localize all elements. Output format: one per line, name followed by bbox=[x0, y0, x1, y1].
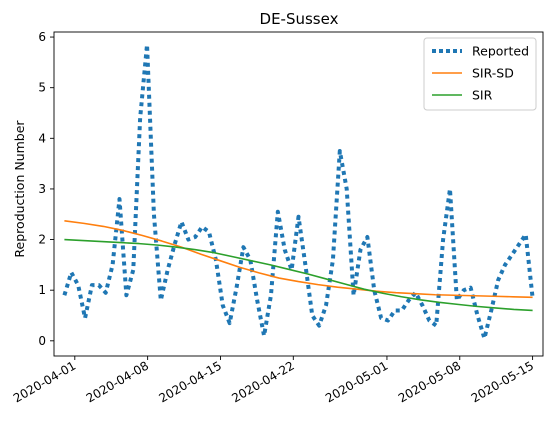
series-line-reported bbox=[62, 42, 535, 341]
x-tick-label: 2020-05-08 bbox=[396, 358, 463, 405]
plot-area bbox=[53, 31, 544, 357]
series-line-sir bbox=[64, 238, 533, 312]
x-tick-label: 2020-04-22 bbox=[229, 358, 296, 405]
chart-title: DE-Sussex bbox=[260, 10, 339, 28]
y-tick-label: 2 bbox=[38, 233, 46, 247]
plot-frame bbox=[53, 31, 544, 357]
x-tick-label: 2020-04-01 bbox=[11, 358, 78, 405]
x-tick-label: 2020-04-15 bbox=[157, 358, 224, 405]
legend-label: SIR bbox=[472, 88, 493, 103]
legend-label: Reported bbox=[472, 44, 529, 59]
legend-box bbox=[423, 37, 537, 111]
legend-label: SIR-SD bbox=[472, 66, 514, 81]
y-axis-label: Reproduction Number bbox=[12, 120, 27, 258]
y-tick-label: 5 bbox=[38, 81, 46, 95]
y-tick-label: 3 bbox=[38, 182, 46, 196]
x-tick-label: 2020-05-01 bbox=[323, 358, 390, 405]
x-tick-label: 2020-05-15 bbox=[469, 358, 536, 405]
y-tick-label: 0 bbox=[38, 334, 46, 348]
y-tick-label: 6 bbox=[38, 30, 46, 44]
series-line-sir-sd bbox=[64, 220, 533, 299]
legend: Reported SIR-SD SIR bbox=[423, 37, 537, 111]
y-tick-label: 4 bbox=[38, 131, 46, 145]
x-tick-label: 2020-04-08 bbox=[84, 358, 151, 405]
y-tick-label: 1 bbox=[38, 283, 46, 297]
